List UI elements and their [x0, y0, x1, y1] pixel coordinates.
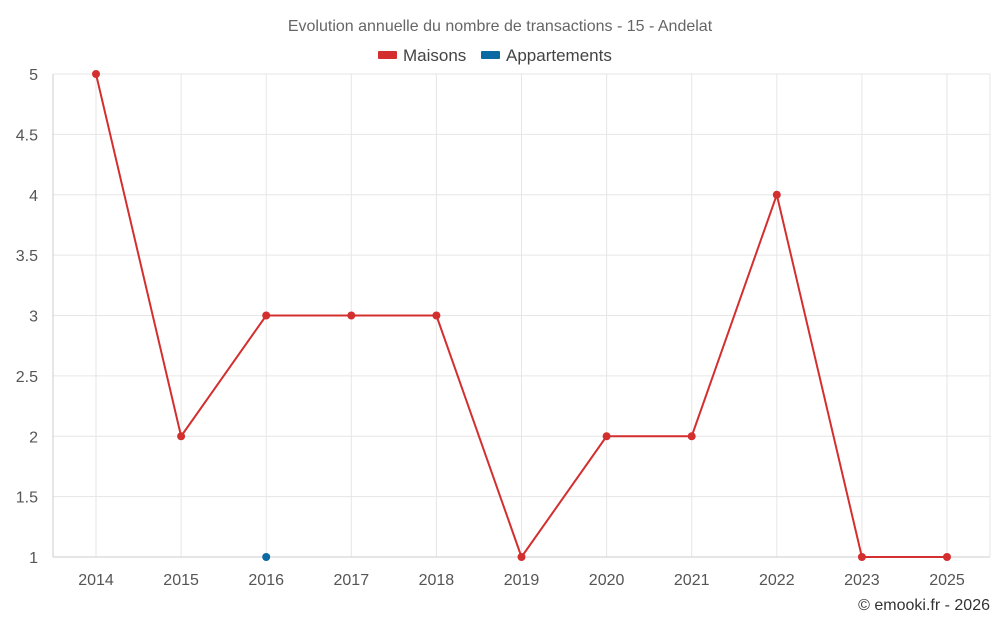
- data-point-maisons: [262, 311, 271, 320]
- data-point-maisons: [943, 553, 951, 561]
- data-point-maisons: [92, 70, 100, 78]
- y-tick-label: 2.5: [16, 369, 38, 386]
- data-point-maisons: [347, 311, 356, 320]
- x-axis: 2014 2015 2016 2017 2018 2019 2020 2021 2022 2023…: [78, 572, 965, 589]
- x-tick-label: 2014: [78, 572, 114, 589]
- y-tick-label: 2: [29, 429, 38, 446]
- x-tick-label: 2023: [844, 572, 880, 589]
- x-tick-label: 2022: [759, 572, 795, 589]
- gridlines: [52, 73, 991, 558]
- credit-text: © emooki.fr - 2026: [858, 597, 990, 614]
- legend-swatch-appartements[interactable]: [481, 51, 500, 59]
- y-tick-label: 1: [29, 550, 38, 567]
- data-point-maisons: [772, 190, 781, 199]
- data-point-maisons: [857, 553, 866, 561]
- x-tick-label: 2015: [163, 572, 199, 589]
- y-tick-label: 3.5: [16, 248, 38, 265]
- x-tick-label: 2016: [248, 572, 284, 589]
- legend-label-maisons[interactable]: Maisons: [403, 46, 466, 65]
- data-point-maisons: [602, 432, 611, 441]
- y-axis: 1 1.5 2 2.5 3 3.5 4 4.5 5: [16, 67, 38, 567]
- legend-swatch-maisons[interactable]: [378, 51, 397, 59]
- data-point-maisons: [432, 311, 441, 320]
- y-tick-label: 4: [29, 188, 38, 205]
- legend: Maisons Appartements: [378, 46, 612, 65]
- x-tick-label: 2025: [929, 572, 965, 589]
- y-tick-label: 4.5: [16, 127, 38, 144]
- data-point-maisons: [687, 432, 696, 441]
- x-tick-label: 2020: [589, 572, 625, 589]
- y-tick-label: 5: [29, 67, 38, 84]
- x-tick-label: 2018: [419, 572, 455, 589]
- series-layer: [92, 70, 951, 561]
- data-point-maisons: [177, 432, 186, 441]
- data-point-appartements: [262, 553, 271, 561]
- legend-label-appartements[interactable]: Appartements: [506, 46, 612, 65]
- chart-title: Evolution annuelle du nombre de transact…: [288, 18, 713, 35]
- y-tick-label: 3: [29, 309, 38, 326]
- y-tick-label: 1.5: [16, 490, 38, 507]
- x-tick-label: 2017: [334, 572, 370, 589]
- x-tick-label: 2019: [504, 572, 540, 589]
- x-tick-label: 2021: [674, 572, 710, 589]
- data-point-maisons: [517, 553, 526, 561]
